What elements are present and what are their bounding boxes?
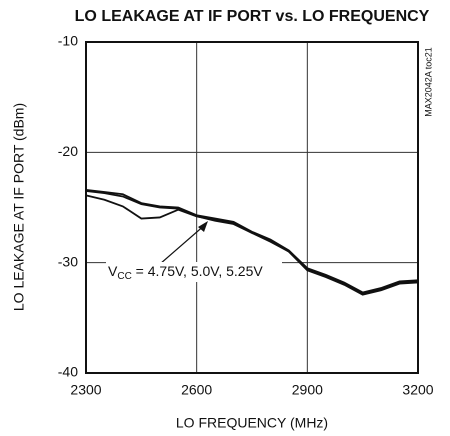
annotation-text: V xyxy=(108,263,118,279)
chart-title: LO LEAKAGE AT IF PORT vs. LO FREQUENCY xyxy=(75,8,430,25)
x-tick-label: 2300 xyxy=(70,382,101,398)
y-tick-label: -20 xyxy=(58,143,78,159)
y-tick-label: -10 xyxy=(58,33,78,49)
y-tick-label: -40 xyxy=(58,364,78,380)
y-tick-label: -30 xyxy=(58,253,78,269)
x-tick-label: 3200 xyxy=(402,382,433,398)
annotation-bg xyxy=(106,262,282,282)
annotation: VCC = 4.75V, 5.0V, 5.25V xyxy=(108,263,263,282)
side-note: MAX2042A toc21 xyxy=(423,47,433,117)
annotation-subscript: CC xyxy=(117,271,131,282)
y-axis-label: LO LEAKAGE AT IF PORT (dBm) xyxy=(11,103,27,311)
data-line xyxy=(85,188,419,294)
arrow-head xyxy=(198,221,208,232)
annotation-rest: = 4.75V, 5.0V, 5.25V xyxy=(132,263,264,279)
data-line xyxy=(85,190,419,296)
x-axis-label: LO FREQUENCY (MHz) xyxy=(176,415,328,431)
x-tick-label: 2900 xyxy=(292,382,323,398)
x-tick-label: 2600 xyxy=(181,382,212,398)
plot-frame xyxy=(85,41,419,374)
annotation-arrow xyxy=(159,223,207,265)
